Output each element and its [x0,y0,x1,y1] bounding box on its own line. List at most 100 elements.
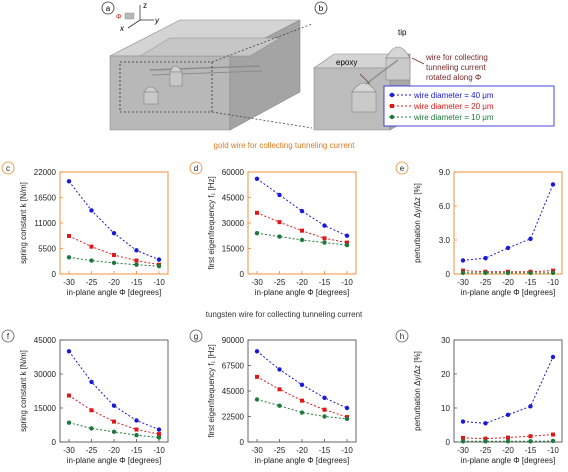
panel-marker-b [314,1,328,15]
point-c-40-0 [66,179,72,184]
panel-letter-h: h [400,332,404,341]
ytick-label-f-2: 30000 [34,370,57,379]
legend-marker-40 [389,92,395,98]
point-e-10-1 [483,270,488,276]
xtick-label-d-2: -20 [296,278,308,287]
ytick-label-c-1: 5500 [38,245,56,254]
point-e-10-3 [528,270,533,276]
plot-frame-h [453,339,563,443]
point-d-20-4 [345,240,349,245]
point-c-10-4 [156,263,162,269]
ytick-label-g-3: 67500 [222,362,245,371]
legend-label-40: wire diameter = 40 μm [413,91,494,100]
point-g-40-1 [277,367,282,372]
ytick-label-d-2: 30000 [222,219,245,228]
plot-frame-c [59,171,169,275]
point-h-40-4 [550,354,556,360]
xtick-label-h-0: -30 [457,446,469,455]
point-h-10-0 [460,439,466,444]
ytick-label-c-0: 0 [52,270,57,279]
point-h-10-4 [550,438,556,444]
ylabel-g: first eigenfrequency f₁ [Hz] [207,344,216,437]
point-g-20-0 [255,374,259,379]
panel-letter-c: c [6,164,10,173]
axis-label-x: x [119,24,125,33]
point-c-10-0 [66,255,72,260]
point-f-10-1 [89,426,94,431]
point-h-10-2 [505,439,511,444]
xtick-label-c-3: -15 [131,278,143,287]
point-g-40-0 [254,349,260,354]
xtick-label-e-3: -15 [525,278,537,287]
xtick-label-h-2: -20 [502,446,514,455]
point-d-40-2 [299,208,305,214]
point-c-20-3 [134,258,139,263]
ytick-label-h-1: 10 [441,404,450,413]
ytick-label-g-4: 90000 [222,336,245,345]
point-d-40-0 [254,176,260,181]
ytick-label-f-0: 0 [52,438,57,447]
point-g-40-2 [299,382,305,387]
point-h-40-1 [483,421,488,426]
chart-f: 0 15000 30000 45000 -30 -25 -20 -15 -10in-plane … [1,329,169,465]
legend-marker-20 [390,104,394,108]
wire-note-line3: rotated along Φ [426,73,481,82]
xtick-label-g-4: -10 [341,446,353,455]
point-e-10-4 [550,270,556,276]
point-f-10-0 [66,420,72,425]
series-line-d-40 [256,178,348,237]
xlabel-g: in-plane angle Φ [degrees] [255,456,349,465]
plot-frame-e [453,171,563,275]
point-g-10-4 [344,416,350,421]
point-h-10-3 [528,439,533,444]
panel-letter-b: b [319,4,324,13]
ytick-label-h-2: 20 [441,370,450,379]
xtick-label-f-0: -30 [63,446,75,455]
point-e-40-4 [550,182,556,187]
xtick-label-h-3: -15 [525,446,537,455]
point-c-10-2 [111,260,117,266]
xtick-label-e-2: -20 [502,278,514,287]
point-e-40-1 [483,255,488,261]
point-e-40-2 [505,245,511,251]
point-h-20-1 [483,436,488,441]
point-c-40-3 [134,248,139,253]
panel-marker-e [395,161,409,175]
axis-label-y: y [154,16,160,25]
tip-label: tip [398,28,407,37]
series-line-c-20 [68,235,160,266]
point-h-10-1 [483,439,488,444]
ylabel-d: first eigenfrequency f₁ [Hz] [207,176,216,269]
point-c-20-0 [67,233,71,238]
xtick-label-g-1: -25 [274,446,286,455]
xtick-label-c-4: -10 [153,278,165,287]
axis-triad [124,5,154,29]
point-d-10-3 [322,240,327,245]
point-d-20-0 [255,210,259,215]
point-e-20-4 [551,268,555,273]
device-illustration-a [109,19,313,131]
panel-marker-g [189,329,203,343]
ytick-label-f-1: 15000 [34,404,57,413]
ytick-label-d-4: 60000 [222,168,245,177]
point-c-40-4 [156,257,162,262]
ytick-label-c-2: 11000 [34,219,56,228]
xlabel-c: in-plane angle Φ [degrees] [67,288,161,297]
point-f-10-2 [111,429,117,434]
row-title-gold: gold wire for collecting tunneling curre… [214,141,356,150]
panel-letter-f: f [7,332,10,341]
xtick-label-h-4: -10 [547,446,559,455]
point-d-20-2 [300,228,304,233]
xtick-label-c-1: -25 [86,278,98,287]
panel-letter-g: g [194,332,198,341]
ytick-label-c-3: 16500 [34,194,57,203]
ylabel-h: perturbation Δy/Δz [%] [413,351,422,431]
panel-letter-e: e [400,164,405,173]
point-g-10-3 [322,414,327,419]
point-e-40-0 [460,258,466,263]
ytick-label-h-3: 30 [441,336,450,345]
series-line-h-40 [462,356,554,424]
xtick-label-g-3: -15 [319,446,331,455]
